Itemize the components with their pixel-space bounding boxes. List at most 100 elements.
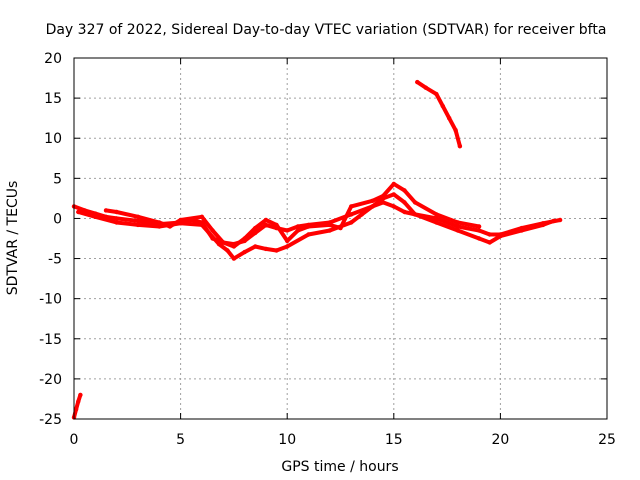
data-point [167,224,173,229]
data-point [285,244,290,249]
data-point [498,233,503,239]
data-point [415,79,420,85]
data-point [551,218,556,224]
data-point [447,116,452,121]
data-point [114,216,119,221]
series-line-satellite-track-c [76,192,556,261]
data-point [103,208,109,213]
data-point [391,181,396,187]
data-point [349,220,354,225]
data-point [434,220,439,225]
data-point [263,246,269,252]
y-tick-label: 0 [53,211,62,227]
data-point [440,103,445,109]
data-point [93,214,98,219]
data-point [402,200,407,205]
x-tick-label: 20 [491,432,509,448]
grid-layer [74,58,607,419]
data-point [76,209,81,215]
data-point [73,407,79,412]
data-point [476,236,482,241]
data-point [476,224,482,229]
data-point [274,222,279,228]
data-point [476,228,482,233]
series-line-satellite-track-a [72,392,83,420]
data-point [114,209,119,215]
data-point [306,232,311,237]
data-point [402,209,407,215]
series-line-satellite-track-b [72,200,563,247]
data-point [380,193,386,199]
data-point [242,249,247,255]
data-point [327,222,332,228]
data-point [157,220,162,225]
data-point [327,228,332,233]
data-point [199,214,205,219]
data-point [434,216,439,221]
y-tick-label: 20 [44,51,62,67]
data-point [135,214,141,219]
data-point [253,244,258,249]
data-point [487,240,492,245]
x-tick-label: 10 [278,432,296,448]
data-point [231,244,237,249]
data-point [242,236,247,241]
data-point [412,212,418,217]
data-point [135,222,141,228]
data-point [225,248,230,253]
data-point [434,91,439,97]
data-point [412,200,418,205]
data-point [455,224,460,229]
data-point [231,256,237,261]
data-point [135,218,141,224]
data-point [391,204,396,209]
data-point [349,212,354,217]
data-point [114,220,119,225]
data-point [453,128,458,133]
data-point [487,232,492,237]
data-point [210,228,215,233]
series-line-satellite-track-d [104,181,482,249]
data-point [295,228,301,233]
data-point [157,224,162,229]
data-point [274,248,279,253]
plot-frame [73,57,608,420]
y-tick-label: -10 [39,292,62,308]
data-point [306,224,311,229]
series-line-satellite-track-e [415,80,462,149]
data-point [78,392,83,398]
data-point [519,228,524,233]
data-point [338,225,343,231]
x-axis-label: GPS time / hours [281,459,398,475]
data-point [402,188,407,193]
y-axis-label: SDTVAR / TECUs [5,181,21,296]
data-point [178,217,183,223]
data-point [263,217,269,223]
data-point [285,238,290,244]
x-tick-label: 15 [385,432,403,448]
x-tick-label: 0 [70,432,79,448]
data-point [349,204,354,209]
data-point [359,212,364,217]
x-tick-label: 25 [598,432,616,448]
y-tick-label: 5 [53,171,62,187]
chart-title: Day 327 of 2022, Sidereal Day-to-day VTE… [46,22,607,38]
data-point [199,222,205,228]
data-point [216,241,222,247]
series-layer [71,79,563,420]
data-point [76,399,81,404]
data-point [263,222,269,228]
data-point [455,220,460,225]
data-point [370,198,375,203]
data-point [285,228,290,233]
y-tick-label: 15 [44,91,62,107]
tick-layer: 0 5 10 15 20 25 20 15 10 5 0 -5 -10 -15 -20 -25 [39,51,616,448]
x-tick-label: 5 [176,432,185,448]
y-tick-label: 10 [44,131,62,147]
data-point [557,217,563,223]
data-point [370,204,375,209]
data-point [423,85,428,90]
data-point [295,224,301,229]
data-point [540,222,546,228]
